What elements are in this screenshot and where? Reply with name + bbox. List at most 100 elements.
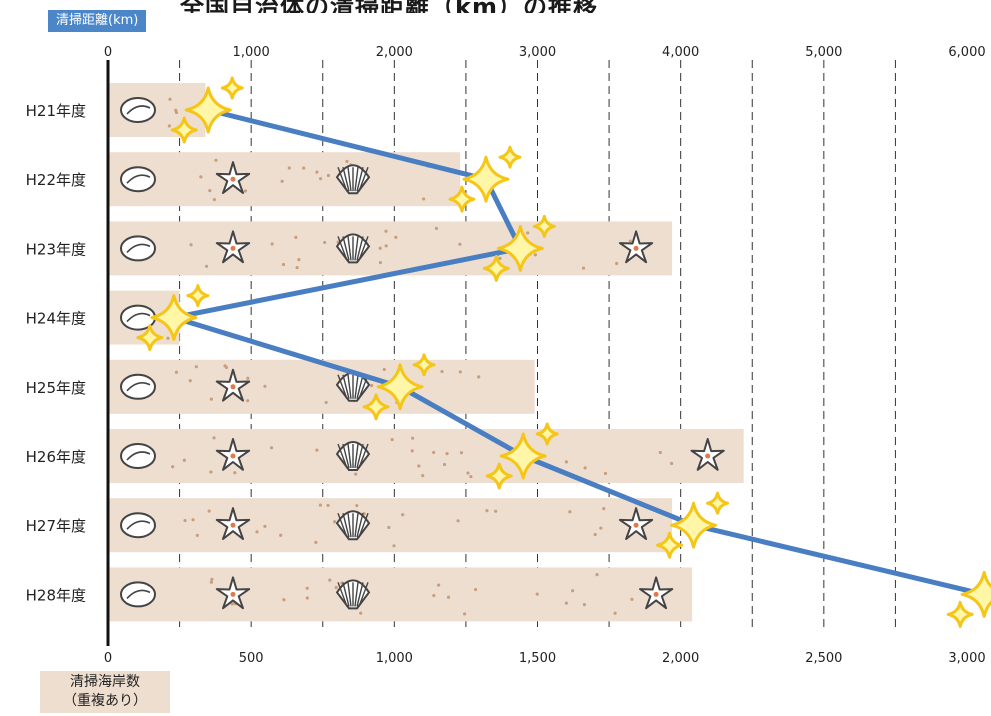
sand-dot	[535, 592, 539, 596]
scallop-rib	[342, 443, 350, 469]
clam-icon	[120, 373, 156, 400]
sand-dot	[417, 464, 421, 468]
sparkle-small	[656, 531, 684, 559]
sand-dot	[315, 448, 319, 452]
sand-dot	[314, 540, 318, 544]
scallop-rib	[356, 374, 364, 399]
clam-icon	[120, 512, 156, 539]
sand-dot	[355, 503, 359, 508]
bar-H22年度	[108, 152, 461, 207]
sand-dot	[384, 244, 388, 248]
sand-dot	[174, 108, 178, 112]
data-point-sparkle	[150, 294, 198, 342]
sand-dot	[599, 526, 603, 530]
category-label: H26年度	[26, 448, 86, 466]
decorations	[120, 97, 725, 616]
starfish-center	[230, 591, 236, 597]
sand-dot	[209, 470, 213, 474]
sand-dot	[440, 369, 444, 374]
sand-dot	[294, 235, 298, 239]
sand-dot	[568, 510, 572, 514]
data-point-sparkle	[496, 224, 544, 272]
sand-dot	[583, 466, 587, 470]
sand-dot	[378, 246, 382, 250]
sand-dot	[378, 261, 383, 265]
clam-icon	[120, 581, 156, 608]
sand-dot	[318, 503, 323, 507]
scallop-rib	[354, 236, 359, 261]
sand-dot	[328, 578, 332, 582]
scallop-rib	[354, 513, 359, 538]
top-tick-label: 5,000	[805, 45, 842, 60]
sparkle-small	[535, 422, 559, 446]
sand-dot	[422, 197, 426, 201]
bottom-axis-label-line1: 清掃海岸数	[70, 674, 140, 690]
top-tick-label: 4,000	[662, 45, 699, 60]
clam-line	[126, 382, 151, 392]
sand-dot	[602, 507, 606, 511]
sparkle-small	[482, 254, 510, 282]
scallop-rib	[358, 236, 369, 261]
sand-dot	[485, 509, 489, 513]
starfish-center	[705, 453, 711, 459]
sand-dot	[209, 580, 214, 584]
sand-dot	[466, 471, 470, 475]
starfish-center	[653, 591, 659, 597]
clam-line	[126, 312, 151, 323]
sparkle-small	[485, 462, 513, 490]
bottom-tick-label: 0	[104, 651, 112, 666]
scallop-rib	[342, 167, 350, 192]
sand-dot	[456, 519, 460, 523]
starfish-center	[633, 245, 639, 251]
category-label: H25年度	[26, 379, 86, 397]
sand-dot	[359, 611, 363, 615]
sand-dot	[324, 400, 328, 405]
scallop-rib	[356, 582, 364, 607]
bottom-tick-label: 500	[239, 651, 264, 666]
sand-dot	[370, 383, 374, 388]
sand-dot	[615, 261, 619, 266]
sand-dot	[269, 446, 274, 450]
top-tick-label: 6,000	[948, 45, 985, 60]
sand-dot	[564, 601, 568, 605]
top-tick-label: 0	[104, 45, 112, 60]
bar-H26年度	[108, 429, 744, 483]
labels: H21年度 H22年度 H23年度 H24年度 H25年度 H26年度 H27年度 H28年度…	[26, 45, 986, 666]
sand-dot	[183, 518, 187, 523]
sand-dot	[458, 370, 462, 374]
sand-dot	[263, 384, 267, 388]
sand-dot	[392, 544, 396, 548]
scallop-rib	[356, 513, 364, 538]
data-point-sparkle	[499, 432, 547, 480]
sand-dot	[255, 530, 259, 534]
scallop-rib	[358, 443, 369, 469]
sand-dot	[658, 450, 662, 455]
sand-dot	[302, 166, 306, 170]
sparkle-small	[220, 76, 244, 100]
sand-dot	[437, 583, 441, 587]
sand-dot	[246, 376, 250, 380]
sand-dot	[295, 265, 299, 270]
sand-dot	[434, 226, 439, 231]
scallop-rib	[337, 512, 348, 538]
sand-dot	[432, 593, 436, 598]
sparkle-small	[362, 393, 390, 421]
sand-dot	[498, 256, 502, 260]
chart-title-clip: 全国自治体の清掃距離（km）の推移	[180, 0, 740, 13]
scallop-rib	[337, 582, 348, 607]
top-axis-label: 清掃距離(km)	[48, 10, 147, 32]
sand-dot	[195, 533, 199, 537]
category-label: H23年度	[26, 240, 86, 258]
sand-dot	[421, 474, 425, 478]
sand-dot	[387, 525, 391, 530]
sand-dot	[194, 365, 198, 369]
starfish-center	[230, 522, 236, 528]
sand-dot	[287, 166, 291, 170]
sand-dot	[297, 257, 301, 262]
sand-dot	[281, 262, 286, 267]
scallop-rib	[347, 443, 352, 469]
sand-dot	[354, 472, 358, 476]
bar-H28年度	[108, 567, 693, 622]
sand-dot	[469, 474, 473, 479]
bar-H25年度	[108, 359, 535, 414]
